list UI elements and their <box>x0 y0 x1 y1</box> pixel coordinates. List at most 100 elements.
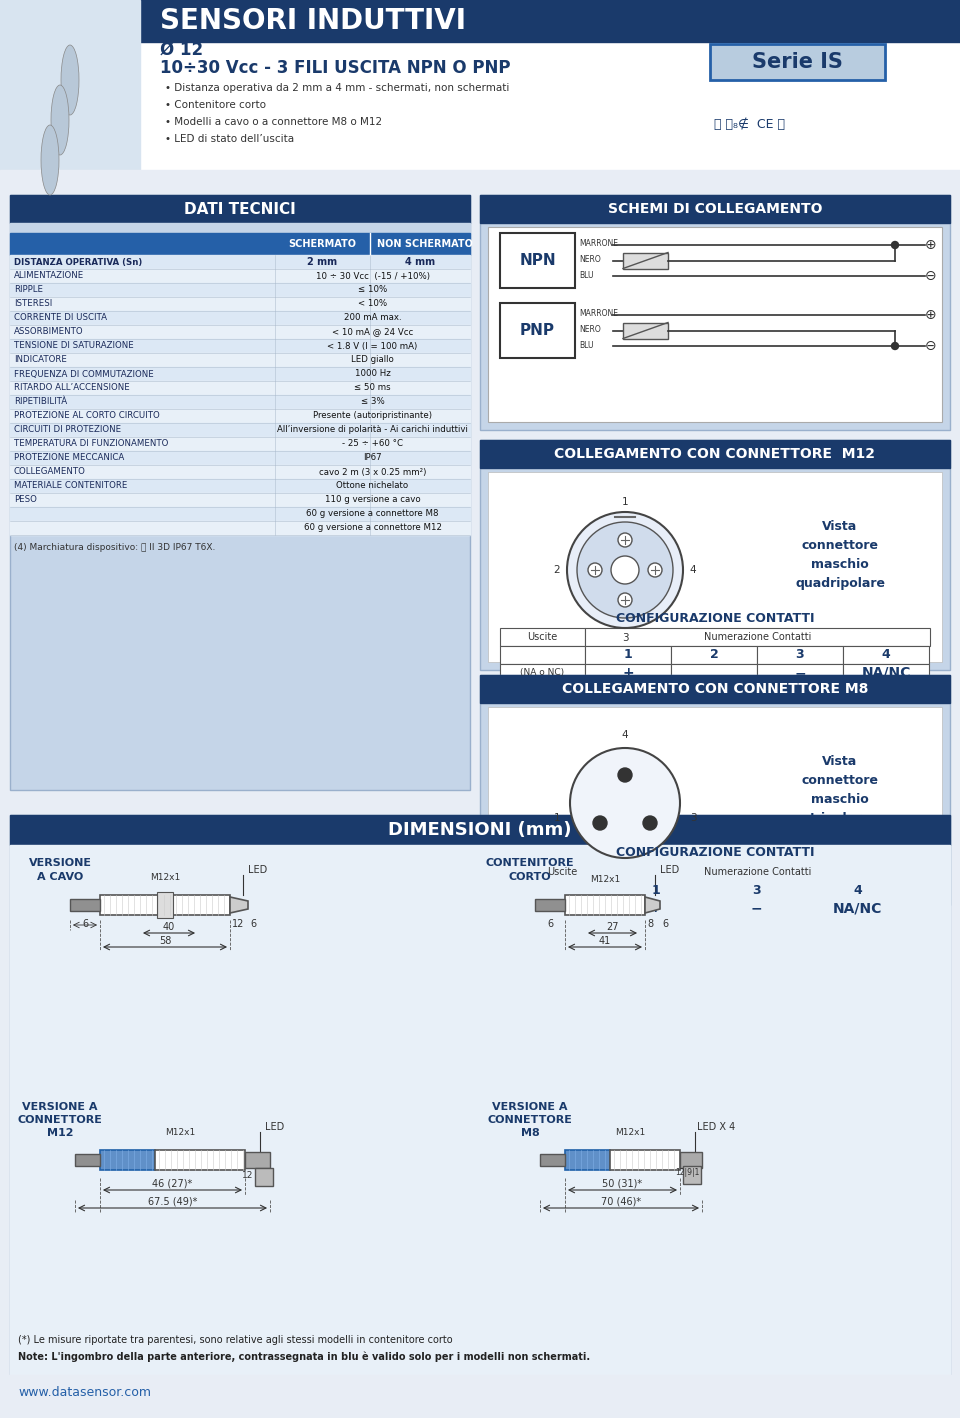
Bar <box>843 664 929 682</box>
Text: M12x1: M12x1 <box>165 1127 195 1137</box>
Text: 60 g versione a connettore M12: 60 g versione a connettore M12 <box>303 523 442 533</box>
Text: 200 mA max.: 200 mA max. <box>344 313 401 322</box>
Text: All’inversione di polarità - Ai carichi induttivi: All’inversione di polarità - Ai carichi … <box>277 425 468 434</box>
Bar <box>605 899 706 917</box>
Text: VERSIONE A
CONNETTORE
M8: VERSIONE A CONNETTORE M8 <box>488 1102 572 1139</box>
Text: LED giallo: LED giallo <box>351 356 394 364</box>
Text: RITARDO ALL’ACCENSIONE: RITARDO ALL’ACCENSIONE <box>14 383 130 393</box>
Text: MARRONE: MARRONE <box>579 309 618 319</box>
Bar <box>10 381 470 396</box>
Text: Numerazione Contatti: Numerazione Contatti <box>704 866 811 876</box>
Text: CONTENITORE
CORTO: CONTENITORE CORTO <box>486 858 574 882</box>
Bar <box>10 353 470 367</box>
Text: 58: 58 <box>158 936 171 946</box>
Text: 41: 41 <box>599 936 612 946</box>
Text: < 10 mA @ 24 Vcc: < 10 mA @ 24 Vcc <box>332 328 413 336</box>
Bar <box>10 311 470 325</box>
Text: NPN: NPN <box>519 252 556 268</box>
Text: 1: 1 <box>554 813 561 822</box>
Text: 3: 3 <box>622 632 628 642</box>
Text: SENSORI INDUTTIVI: SENSORI INDUTTIVI <box>160 7 466 35</box>
Bar <box>157 892 173 917</box>
Text: DATI TECNICI: DATI TECNICI <box>184 201 296 217</box>
Bar <box>10 508 470 520</box>
Circle shape <box>648 563 662 577</box>
Text: ≤ 50 ms: ≤ 50 ms <box>354 383 391 393</box>
Polygon shape <box>645 898 660 913</box>
Bar <box>100 895 230 915</box>
Text: ALIMENTAZIONE: ALIMENTAZIONE <box>14 271 84 281</box>
Bar <box>10 296 470 311</box>
Bar <box>10 437 470 451</box>
Text: NON SCHERMATO: NON SCHERMATO <box>377 240 473 250</box>
Text: 4 mm: 4 mm <box>405 257 435 267</box>
Bar <box>255 1168 273 1185</box>
Bar <box>488 227 942 423</box>
Bar <box>671 664 757 682</box>
Text: CONFIGURAZIONE CONTATTI: CONFIGURAZIONE CONTATTI <box>615 847 814 859</box>
Text: NA/NC: NA/NC <box>861 666 911 681</box>
Text: ⓪ Ⓤ₈∉  CE ⓶: ⓪ Ⓤ₈∉ CE ⓶ <box>714 119 785 132</box>
Bar <box>140 0 960 43</box>
Text: (NA o NC): (NA o NC) <box>540 903 584 913</box>
Bar <box>488 708 942 898</box>
Bar <box>623 252 668 268</box>
Bar <box>757 664 843 682</box>
Text: IP67: IP67 <box>363 454 382 462</box>
Text: SCHERMATO: SCHERMATO <box>288 240 356 250</box>
Text: ≤ 3%: ≤ 3% <box>361 397 384 407</box>
Text: 10÷30 Vcc - 3 FILI USCITA NPN O PNP: 10÷30 Vcc - 3 FILI USCITA NPN O PNP <box>160 60 511 77</box>
Bar <box>480 675 950 703</box>
Bar <box>706 881 807 899</box>
Bar <box>807 899 908 917</box>
Ellipse shape <box>41 125 59 196</box>
Polygon shape <box>230 898 248 913</box>
Text: ≤ 10%: ≤ 10% <box>358 285 387 295</box>
Bar <box>10 479 470 493</box>
Bar <box>10 815 950 845</box>
Bar <box>500 664 585 682</box>
Text: M12x1: M12x1 <box>589 875 620 885</box>
Bar <box>540 1154 565 1166</box>
Bar <box>605 864 910 881</box>
Text: 12|9|1: 12|9|1 <box>675 1168 699 1177</box>
Text: VERSIONE
A CAVO: VERSIONE A CAVO <box>29 858 91 882</box>
Bar <box>10 396 470 408</box>
Text: 3: 3 <box>689 813 696 822</box>
Text: (NA o NC): (NA o NC) <box>520 668 564 678</box>
Bar <box>605 881 706 899</box>
Circle shape <box>567 512 683 628</box>
Circle shape <box>618 769 632 781</box>
Text: LED X 4: LED X 4 <box>697 1122 735 1132</box>
Text: 6: 6 <box>547 919 553 929</box>
Bar <box>500 303 575 357</box>
Text: ⊕: ⊕ <box>925 238 937 252</box>
Text: • Contenitore corto: • Contenitore corto <box>165 101 266 111</box>
Text: +: + <box>622 666 634 681</box>
Bar <box>710 44 885 79</box>
Text: 60 g versione a connettore M8: 60 g versione a connettore M8 <box>306 509 439 519</box>
Bar <box>10 493 470 508</box>
Text: COLLEGAMENTO CON CONNETTORE M8: COLLEGAMENTO CON CONNETTORE M8 <box>562 682 868 696</box>
Bar <box>0 0 140 170</box>
Text: 1: 1 <box>624 648 633 662</box>
Text: 12: 12 <box>231 919 244 929</box>
Text: COLLEGAMENTO: COLLEGAMENTO <box>14 468 85 476</box>
Text: 27: 27 <box>607 922 619 932</box>
Text: −: − <box>751 900 762 915</box>
Text: 1: 1 <box>622 496 628 508</box>
Text: • Modelli a cavo o a connettore M8 o M12: • Modelli a cavo o a connettore M8 o M12 <box>165 118 382 128</box>
Bar <box>807 881 908 899</box>
Text: 40: 40 <box>163 922 175 932</box>
Text: LED: LED <box>265 1122 284 1132</box>
Text: RIPETIBILITÀ: RIPETIBILITÀ <box>14 397 67 407</box>
Bar <box>680 1151 702 1168</box>
Bar <box>500 233 575 288</box>
Circle shape <box>618 593 632 607</box>
Bar <box>10 284 470 296</box>
Text: DISTANZA OPERATIVA (Sn): DISTANZA OPERATIVA (Sn) <box>14 258 142 267</box>
Bar <box>75 1154 100 1166</box>
Bar <box>10 423 470 437</box>
Bar <box>565 1150 610 1170</box>
Text: Uscite: Uscite <box>547 866 577 876</box>
